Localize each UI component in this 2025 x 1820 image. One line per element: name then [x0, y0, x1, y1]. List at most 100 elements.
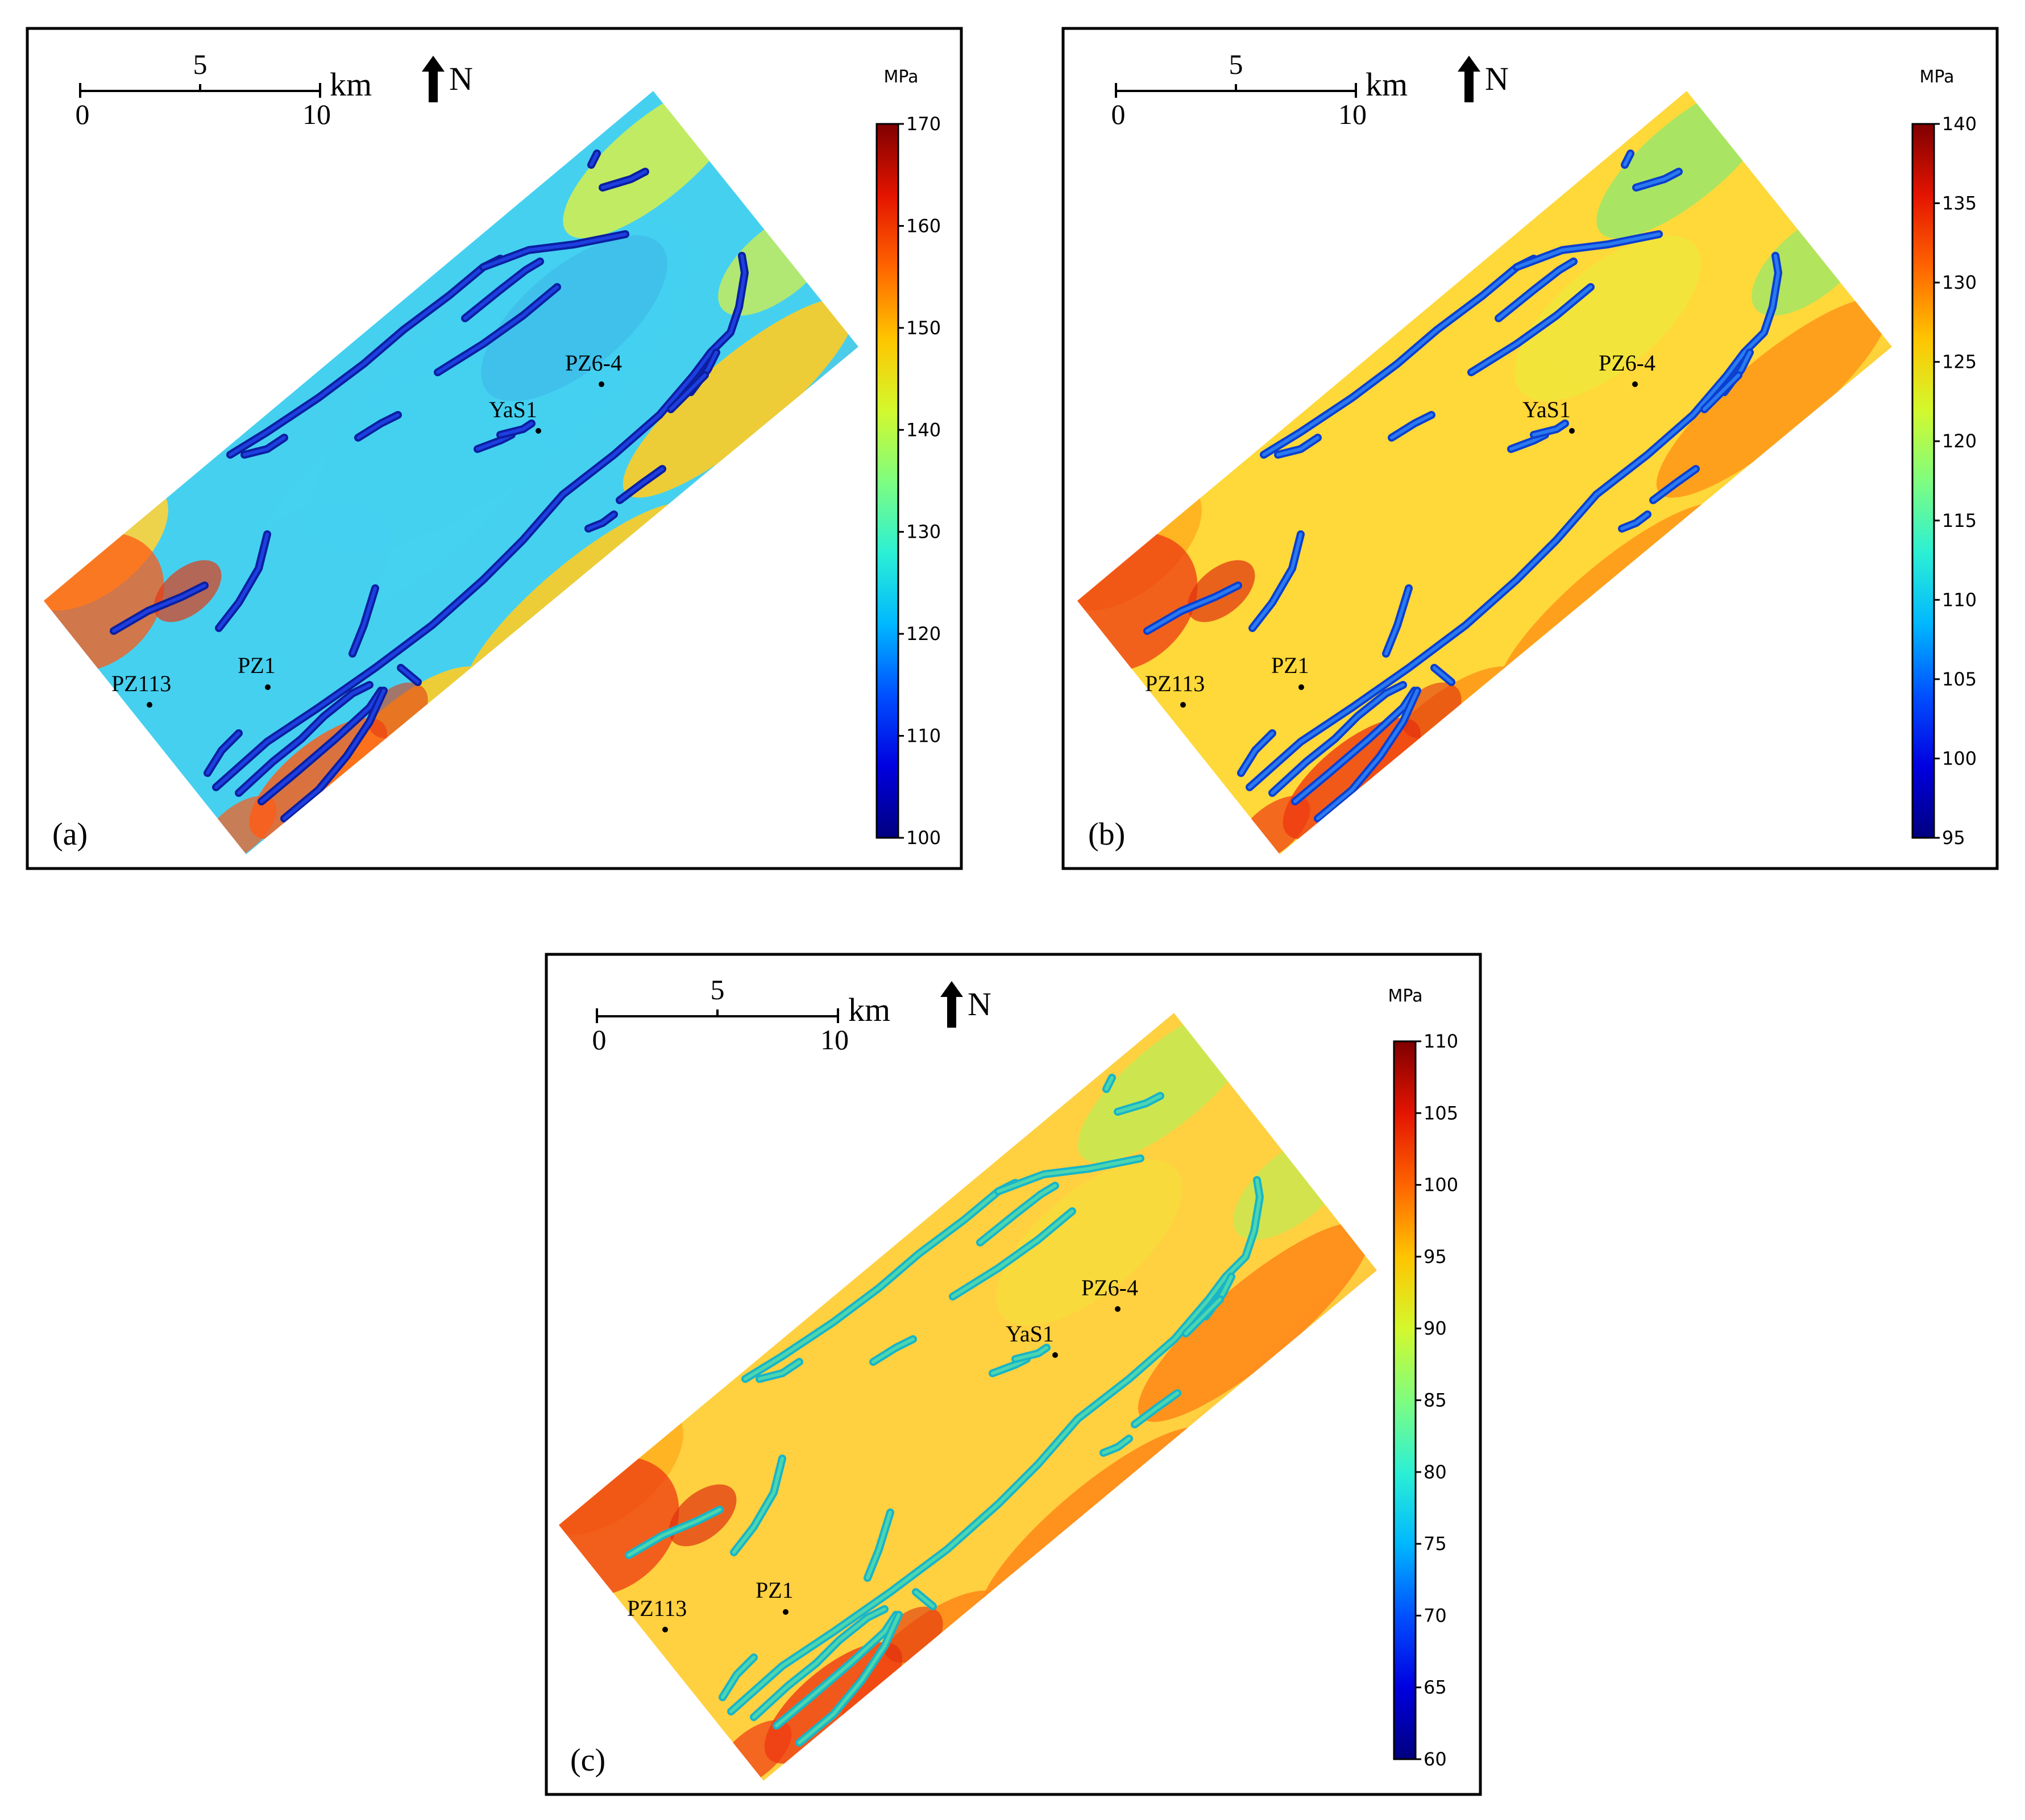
colorbar-tick-label: 65 — [1424, 1677, 1447, 1698]
scale-unit: km — [848, 991, 890, 1028]
fault-trace-core — [1105, 1076, 1114, 1091]
well-marker — [1115, 1306, 1121, 1312]
well-marker — [147, 702, 152, 708]
well-marker — [1569, 428, 1575, 434]
colorbar-tick-label: 70 — [1424, 1605, 1447, 1626]
well-label: PZ1 — [1271, 653, 1309, 678]
colorbar-tick-label: 75 — [1424, 1533, 1447, 1555]
fault-trace-core — [206, 732, 240, 775]
well-label: PZ6-4 — [1081, 1275, 1138, 1300]
stress-field-patch — [1656, 298, 1889, 498]
fault-trace-core — [798, 1613, 901, 1744]
well-pz1: PZ1 — [756, 1577, 794, 1615]
fault-trace-core — [872, 1337, 915, 1364]
colorbar-tick-label: 95 — [1942, 827, 1965, 849]
well-marker — [1298, 684, 1304, 690]
scale-bar: 0 5 10 km — [592, 974, 891, 1056]
north-arrow: N — [1458, 56, 1509, 102]
fault-trace-core — [729, 1178, 1262, 1713]
colorbar-ticks: 110 105 100 95 90 85 80 75 70 65 60 — [1416, 1030, 1458, 1770]
fault-trace-core — [1184, 1298, 1222, 1335]
well-marker — [265, 684, 271, 690]
colorbar-tick-label: 90 — [1424, 1318, 1447, 1339]
fault-trace-core — [499, 422, 533, 437]
well-label: PZ113 — [111, 671, 171, 696]
fault-trace-core — [1390, 413, 1433, 439]
colorbar: MPa 110 105 100 95 90 85 80 75 70 65 60 — [1388, 986, 1458, 1770]
scale-label-zero: 0 — [1111, 98, 1126, 130]
colorbar-tick-label: 110 — [906, 725, 941, 747]
fault-trace-core — [721, 1656, 756, 1699]
well-marker — [783, 1609, 789, 1615]
colorbar-tick-label: 120 — [1942, 430, 1977, 452]
well-yas1: YaS1 — [1522, 397, 1575, 434]
colorbar-tick-label: 130 — [1942, 272, 1977, 293]
fault-trace-core — [1251, 533, 1302, 630]
scale-label-end: 10 — [302, 98, 331, 130]
panel-label: (c) — [570, 1743, 605, 1778]
panel-label: (b) — [1088, 817, 1125, 852]
well-label: YaS1 — [489, 397, 537, 422]
colorbar: MPa 140 135 130 125 120 115 110 105 100 95 — [1911, 67, 1977, 849]
colorbar-tick-label: 110 — [1424, 1030, 1458, 1052]
fault-trace-core — [1133, 1391, 1179, 1426]
well-marker — [599, 381, 604, 387]
fault-trace-core — [775, 1613, 898, 1727]
fault-trace-core — [744, 1181, 1017, 1381]
fault-trace-core — [214, 254, 746, 789]
stress-field-patch — [481, 235, 667, 401]
fault-trace-core — [752, 1607, 886, 1719]
stress-field-patch — [623, 298, 856, 498]
colorbar-tick-label: 135 — [1942, 193, 1977, 214]
fault-traces — [1143, 149, 1782, 822]
colorbar: MPa 170 160 150 140 130 120 110 100 — [875, 67, 941, 849]
fault-trace-core — [1316, 689, 1419, 820]
fault-trace-core — [351, 587, 377, 655]
colorbar-tick-label: 85 — [1424, 1390, 1447, 1411]
fault-trace-core — [1239, 732, 1274, 775]
colorbar-tick-label: 140 — [1942, 113, 1977, 135]
fault-trace-core — [914, 1590, 935, 1608]
stress-field-patch — [996, 1160, 1182, 1325]
colorbar-unit: MPa — [883, 67, 918, 87]
stress-field-patch — [200, 498, 392, 673]
scale-unit: km — [1366, 66, 1408, 103]
fault-trace-core — [399, 666, 420, 684]
scale-bar-line — [596, 1008, 839, 1023]
well-label: PZ113 — [627, 1595, 687, 1621]
scale-label-mid: 5 — [711, 974, 725, 1005]
fault-trace-core — [627, 1508, 721, 1557]
colorbar-tick-label: 95 — [1424, 1246, 1447, 1268]
well-marker — [1632, 381, 1638, 387]
colorbar-frame — [875, 123, 899, 839]
colorbar-tick-label: 130 — [906, 521, 941, 543]
fault-trace-core — [601, 170, 647, 189]
fault-trace-core — [1262, 257, 1536, 456]
fault-trace-core — [436, 285, 559, 374]
stress-field-patch — [715, 1422, 907, 1597]
scale-bar: 0 5 10 km — [76, 48, 372, 130]
fault-trace-core — [1620, 513, 1649, 530]
colorbar-ticks: 170 160 150 140 130 120 110 100 — [898, 113, 941, 849]
colorbar-tick-label: 160 — [906, 215, 941, 236]
fault-trace-core — [1248, 254, 1780, 789]
fault-trace-core — [669, 373, 707, 411]
fault-trace-core — [1623, 152, 1632, 167]
fault-trace-core — [1470, 285, 1592, 374]
scale-label-end: 10 — [1338, 98, 1367, 130]
fault-trace-core — [618, 467, 664, 502]
well-marker — [1180, 702, 1186, 708]
well-label: YaS1 — [1006, 1321, 1054, 1347]
well-pz113: PZ113 — [627, 1595, 687, 1632]
colorbar-tick-label: 140 — [906, 419, 941, 441]
well-label: PZ1 — [238, 653, 276, 678]
fault-trace-core — [1276, 436, 1319, 456]
colorbar-tick-label: 120 — [906, 623, 941, 645]
colorbar-tick-label: 100 — [1424, 1174, 1458, 1196]
stress-field-patch — [1233, 498, 1425, 673]
well-yas1: YaS1 — [1006, 1321, 1058, 1358]
scale-bar-line — [79, 83, 321, 98]
colorbar-tick-label: 100 — [1942, 747, 1977, 769]
scale-label-mid: 5 — [193, 48, 208, 80]
